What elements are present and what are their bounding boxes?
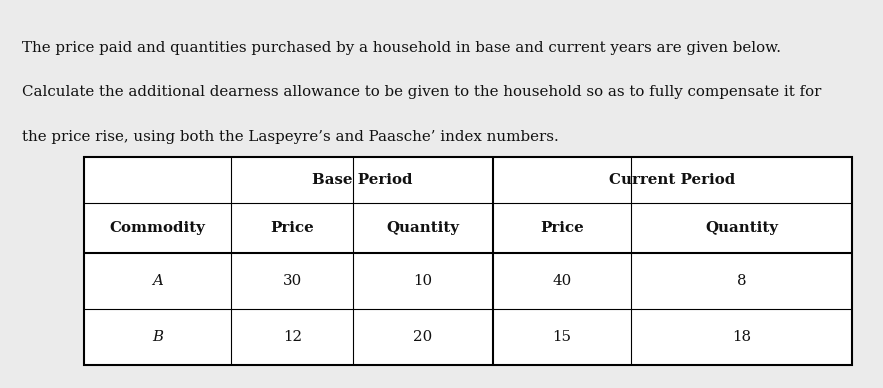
Text: Commodity: Commodity	[109, 221, 206, 235]
Text: B: B	[152, 330, 163, 344]
Text: 15: 15	[553, 330, 571, 344]
Text: Price: Price	[540, 221, 584, 235]
Text: The price paid and quantities purchased by a household in base and current years: The price paid and quantities purchased …	[22, 41, 781, 55]
Text: the price rise, using both the Laspeyre’s and Paasche’ index numbers.: the price rise, using both the Laspeyre’…	[22, 130, 559, 144]
Text: 8: 8	[737, 274, 746, 288]
Text: 10: 10	[413, 274, 433, 288]
Text: 20: 20	[413, 330, 433, 344]
Text: 12: 12	[283, 330, 302, 344]
Text: Current Period: Current Period	[609, 173, 736, 187]
Text: Quantity: Quantity	[706, 221, 778, 235]
Text: Price: Price	[270, 221, 314, 235]
Text: A: A	[152, 274, 163, 288]
Text: Quantity: Quantity	[387, 221, 459, 235]
Text: 40: 40	[553, 274, 571, 288]
Text: Calculate the additional dearness allowance to be given to the household so as t: Calculate the additional dearness allowa…	[22, 85, 821, 99]
Text: Base Period: Base Period	[312, 173, 412, 187]
Text: 18: 18	[732, 330, 751, 344]
Text: 30: 30	[283, 274, 302, 288]
